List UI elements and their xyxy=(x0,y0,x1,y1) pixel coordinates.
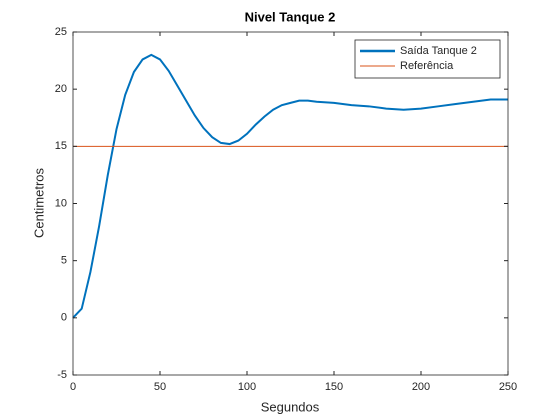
y-tick-label: 5 xyxy=(61,255,67,267)
y-tick-label: 10 xyxy=(55,197,67,209)
y-tick-label: 0 xyxy=(61,312,67,324)
y-tick-label: 25 xyxy=(55,26,67,38)
x-tick-label: 100 xyxy=(238,381,256,393)
x-tick-label: 150 xyxy=(325,381,343,393)
line xyxy=(72,53,508,319)
y-tick-label: -5 xyxy=(57,369,67,381)
x-tick-label: 200 xyxy=(412,381,430,393)
y-axis-label: Centimetros xyxy=(31,167,46,238)
chart-title: Nivel Tanque 2 xyxy=(245,9,336,24)
x-tick-label: 250 xyxy=(499,381,517,393)
legend-label: Saída Tanque 2 xyxy=(400,45,477,57)
plot-area xyxy=(73,32,508,375)
x-tick-label: 50 xyxy=(154,381,166,393)
y-tick-label: 20 xyxy=(55,83,67,95)
y-tick-label: 15 xyxy=(55,140,67,152)
legend-label: Referência xyxy=(400,60,454,72)
x-tick-label: 0 xyxy=(70,381,76,393)
legend-box xyxy=(354,39,501,79)
x-axis-label: Segundos xyxy=(261,399,320,414)
